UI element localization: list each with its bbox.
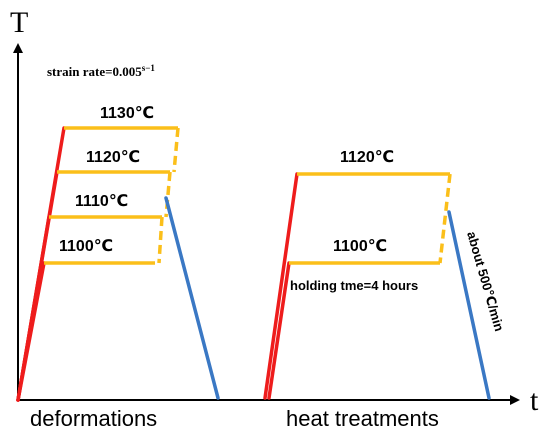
holding-time-label: holding tme=4 hours — [290, 278, 418, 293]
deformation-dashed-connectors — [157, 127, 180, 264]
deformation-temp-3: 1110℃ — [75, 193, 128, 210]
heat-treatment-dashed-connector — [438, 173, 452, 264]
deformation-heating — [16, 126, 66, 402]
y-axis-label: T — [10, 6, 28, 39]
heat-treatment-temp-1: 1120℃ — [340, 149, 394, 166]
deformation-temp-4: 1100℃ — [59, 238, 113, 255]
deformation-temp-2: 1120℃ — [86, 149, 140, 166]
heat-treatment-temp-2: 1100℃ — [333, 238, 387, 255]
deformation-cooling — [164, 196, 220, 400]
deformation-temp-1: 1130℃ — [100, 105, 154, 122]
deformations-label: deformations — [30, 406, 157, 431]
deformation-plateaus — [44, 126, 178, 265]
heat-treatment-plateaus — [289, 172, 450, 265]
x-axis-label: t — [530, 384, 539, 417]
heat-treatment-heating — [263, 172, 299, 400]
heat-treatment-cooling — [447, 210, 491, 400]
strain-rate-label: strain rate=0.005s−1 — [47, 63, 155, 79]
heat-treatments-label: heat treatments — [286, 406, 439, 431]
